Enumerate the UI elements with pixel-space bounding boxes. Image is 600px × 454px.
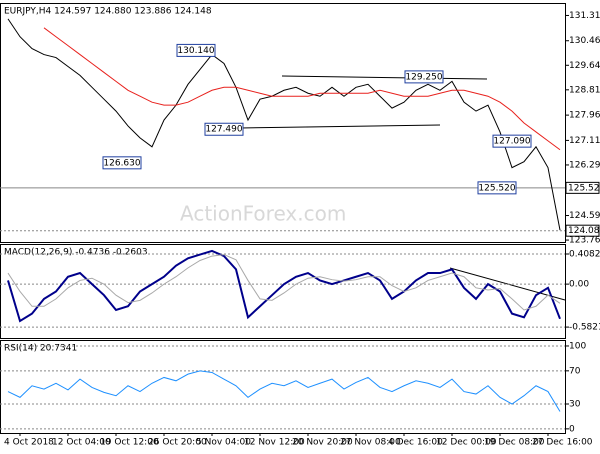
level-box [565, 224, 600, 237]
annotation-box [204, 122, 244, 136]
x-tick-label: 27 Dec 16:00 [532, 438, 593, 448]
rsi-panel [0, 340, 566, 434]
trend-line [449, 267, 566, 301]
level-label: 124.080 [568, 226, 600, 236]
annotation-box [477, 181, 517, 195]
x-tick-label: 12 Oct 04:00 [52, 438, 111, 448]
y-tick-label: 70 [569, 366, 581, 376]
annotation-label: 127.090 [493, 137, 530, 147]
x-tick-label: 4 Oct 2018 [4, 438, 54, 448]
annotation-label: 126.630 [103, 158, 140, 168]
y-tick-label: 127.115 [569, 136, 600, 146]
macd-panel [0, 244, 566, 339]
panel-title: RSI(14) 20.7341 [4, 344, 77, 354]
x-tick-label: 12 Dec 00:00 [436, 438, 497, 448]
annotation-label: 129.250 [405, 72, 442, 82]
annotation-box [102, 156, 142, 170]
y-tick-label: 100 [569, 341, 586, 351]
level-box [565, 181, 600, 194]
annotation-label: 125.520 [478, 183, 515, 193]
y-tick-label: 128.815 [569, 85, 600, 95]
series-line [43, 27, 561, 151]
series-line [7, 370, 561, 412]
panel-title: EURJPY,H4 124.597 124.880 123.886 124.14… [4, 7, 212, 17]
y-tick-label: -0.5821 [569, 323, 600, 333]
trend-line [281, 75, 488, 80]
y-tick-label: 131.315 [569, 11, 600, 21]
annotation-box [404, 70, 444, 84]
series-line [7, 249, 561, 323]
x-tick-label: 5 Nov 04:00 [196, 438, 251, 448]
series-line [7, 18, 561, 231]
y-tick-label: 130.465 [569, 36, 600, 46]
y-tick-label: 0 [569, 424, 575, 434]
x-tick-label: 27 Nov 08:00 [340, 438, 401, 448]
x-tick-label: 20 Nov 20:00 [292, 438, 353, 448]
panel-title: MACD(12,26,9) -0.4736 -0.2603 [4, 248, 148, 258]
y-tick-label: 124.59 [569, 211, 600, 221]
y-tick-label: 129.640 [569, 61, 600, 71]
y-tick-label: 30 [569, 399, 581, 409]
y-tick-label: 126.290 [569, 160, 600, 170]
x-tick-label: 26 Oct 20:00 [148, 438, 207, 448]
x-tick-label: 4 Dec 16:00 [388, 438, 443, 448]
x-tick-label: 19 Oct 12:00 [100, 438, 159, 448]
main-panel [0, 3, 566, 243]
y-tick-label: 0.00 [569, 280, 589, 290]
annotation-box [176, 43, 216, 57]
annotation-label: 127.490 [205, 125, 242, 135]
annotation-box [492, 134, 532, 148]
y-tick-label: 0.4082 [569, 249, 600, 259]
y-tick-label: 123.765 [569, 236, 600, 246]
series-line [7, 254, 561, 311]
x-tick-label: 12 Nov 12:00 [244, 438, 305, 448]
annotation-label: 130.140 [177, 46, 214, 56]
level-label: 125.520 [568, 183, 600, 193]
y-tick-label: 127.965 [569, 111, 600, 121]
watermark: ActionForex.com [180, 202, 346, 226]
trend-line [239, 124, 441, 129]
x-tick-label: 19 Dec 08:00 [484, 438, 545, 448]
